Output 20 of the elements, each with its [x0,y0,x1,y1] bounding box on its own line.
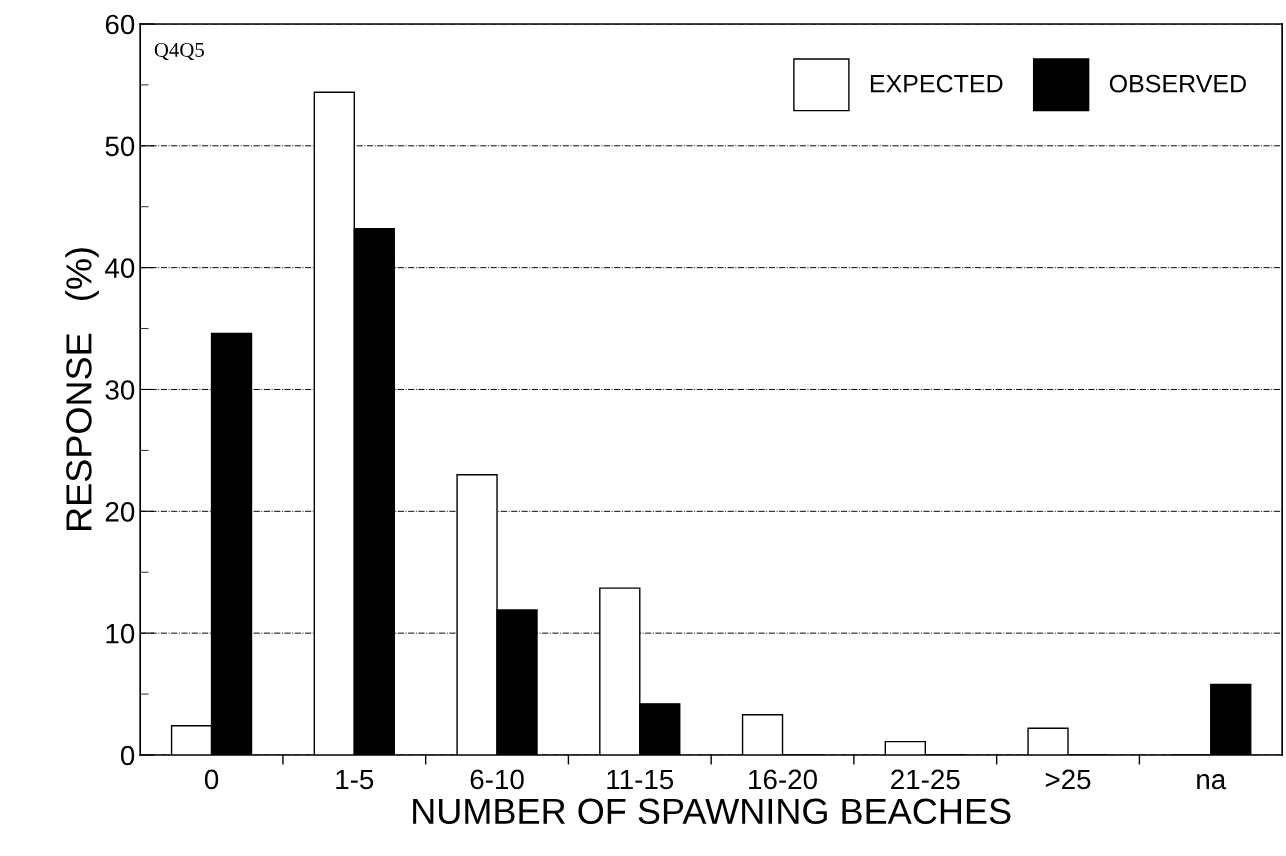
x-tick-label: 6-10 [470,769,524,790]
y-tick-label: 50 [105,136,135,157]
y-tick-label: 40 [105,258,135,278]
y-tick-label: 0 [120,745,135,766]
x-tick-label: 1-5 [336,769,374,790]
x-axis-title: NUMBER OF SPAWNING BEACHES [413,798,1011,825]
x-tick-label: na [1197,774,1227,790]
y-tick-label: 10 [106,623,135,644]
y-tick-label: 30 [105,380,135,400]
x-tick-label: 11-15 [607,769,674,790]
x-tick-label: 21-25 [891,769,960,790]
y-axis-title: RESPONSE (%) [65,248,99,530]
y-tick-label: 20 [105,501,135,522]
x-tick-label: 0 [204,769,219,790]
x-tick-label: 16-20 [749,769,817,790]
y-tick-label: 60 [105,14,135,35]
legend-label: EXPECTED [870,74,1003,93]
legend-label: OBSERVED [1109,74,1246,93]
x-tick-label: >25 [1045,769,1091,790]
annotation: Q4Q5 [154,42,204,61]
